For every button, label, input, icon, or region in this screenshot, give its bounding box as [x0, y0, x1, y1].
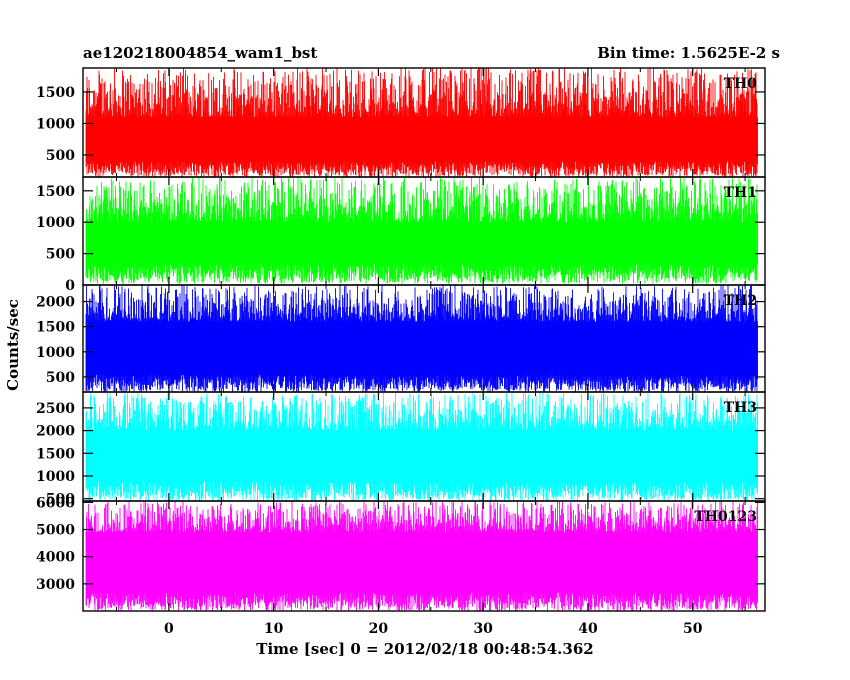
y-tick-label: 1500: [36, 446, 75, 462]
y-tick-label: 2000: [36, 424, 75, 440]
x-tick-label: 30: [473, 621, 493, 637]
panel-th0: 500 1000 1500 TH0: [36, 67, 766, 178]
panel-th1: 0 500 1000 1500 TH1: [36, 176, 766, 294]
series-th0123: [85, 501, 758, 611]
x-tick-label: 10: [264, 621, 284, 637]
series-th0: [85, 68, 758, 177]
panel-label: TH2: [724, 293, 757, 309]
y-tick-label: 6000: [36, 495, 75, 511]
y-tick-label: 1500: [36, 320, 75, 336]
panel-label: TH0: [724, 76, 758, 92]
y-tick-label: 1000: [36, 215, 75, 231]
y-tick-label: 2000: [36, 295, 75, 311]
panel-th2: 500 1000 1500 2000 TH2: [36, 284, 766, 393]
y-tick-label: 500: [46, 247, 75, 263]
x-axis: 0 10 20 30 40 50: [164, 621, 703, 637]
chart-title-left: ae120218004854_wam1_bst: [83, 44, 317, 62]
x-axis-label: Time [sec] 0 = 2012/02/18 00:48:54.362: [256, 640, 593, 658]
panels-group: 500 1000 1500 TH0 0 500 1000 1500 TH1 500 1000 1500…: [36, 67, 766, 612]
panel-th0123: 3000 4000 5000 6000 TH0123: [36, 495, 766, 612]
chart-title-right: Bin time: 1.5625E-2 s: [597, 44, 780, 62]
series-th2: [85, 285, 758, 392]
panel-th3: 500 1000 1500 2000 2500 TH3: [36, 391, 766, 508]
panel-label: TH3: [724, 400, 757, 416]
x-tick-label: 0: [164, 621, 174, 637]
panel-label: TH0123: [694, 509, 757, 525]
panel-label: TH1: [724, 185, 757, 201]
series-th3: [85, 392, 758, 501]
y-tick-label: 1000: [36, 116, 75, 132]
y-tick-label: 3000: [36, 577, 75, 593]
x-tick-label: 50: [683, 621, 703, 637]
x-tick-label: 20: [369, 621, 389, 637]
y-tick-label: 500: [46, 148, 75, 164]
y-tick-label: 1500: [36, 85, 75, 101]
y-tick-label: 500: [46, 492, 75, 508]
x-tick-label: 40: [578, 621, 598, 637]
y-tick-label: 2500: [36, 401, 75, 417]
y-tick-label: 500: [46, 370, 75, 386]
panel-frame: [82, 500, 766, 612]
series-th1: [85, 177, 758, 284]
y-axis-label: Counts/sec: [4, 299, 22, 391]
y-tick-label: 0: [65, 278, 75, 294]
y-tick-label: 1500: [36, 184, 75, 200]
y-tick-label: 1000: [36, 345, 75, 361]
y-tick-label: 4000: [36, 550, 75, 566]
y-tick-label: 1000: [36, 469, 75, 485]
y-tick-label: 5000: [36, 523, 75, 539]
